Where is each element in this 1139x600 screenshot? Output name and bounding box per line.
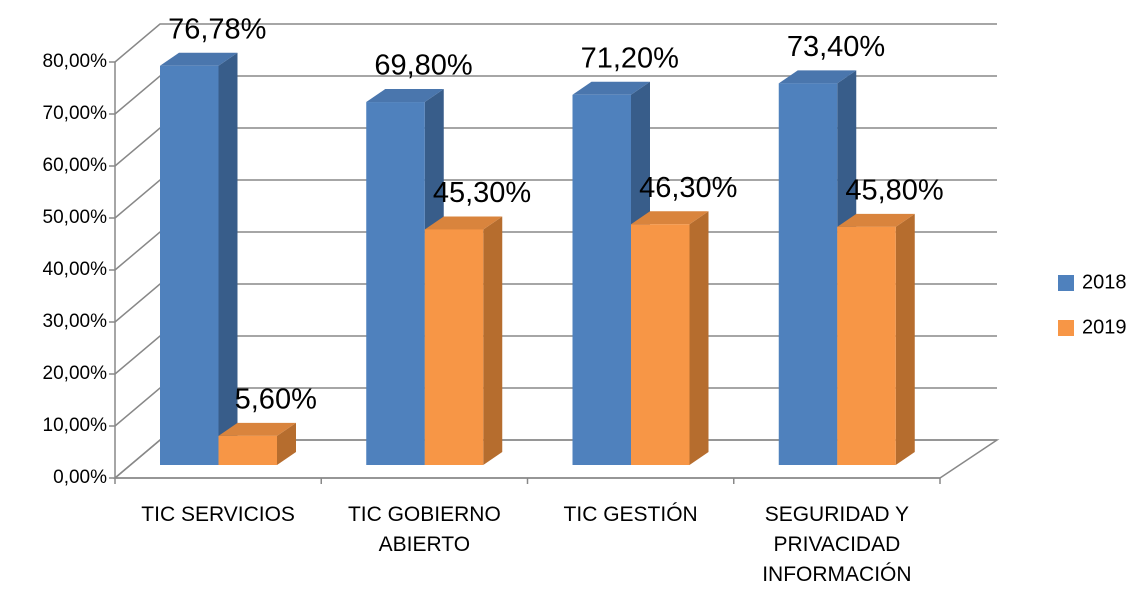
bar-top xyxy=(837,213,915,227)
bar-top xyxy=(631,211,709,225)
x-tick-label: SEGURIDAD Y PRIVACIDAD INFORMACIÓN xyxy=(762,503,912,586)
data-label: 69,80% xyxy=(374,50,472,82)
bar-side xyxy=(483,216,503,465)
y-tick-label: 0,00% xyxy=(53,467,107,488)
bar xyxy=(572,94,631,465)
y-tick-label: 80,00% xyxy=(43,51,108,72)
bar xyxy=(631,224,690,465)
grid-line xyxy=(114,127,997,167)
bar-side xyxy=(689,211,709,465)
y-tick-label: 30,00% xyxy=(43,311,108,332)
grid-line xyxy=(114,23,997,63)
data-label: 73,40% xyxy=(787,31,885,63)
bar xyxy=(837,226,896,465)
bar-top xyxy=(366,89,444,103)
bar-top xyxy=(424,216,503,230)
y-tick-label: 60,00% xyxy=(43,155,108,176)
x-tick-label: TIC GESTIÓN xyxy=(563,503,698,526)
data-label: 5,60% xyxy=(235,384,317,416)
data-label: 45,30% xyxy=(433,177,531,209)
y-tick-label: 50,00% xyxy=(43,207,108,228)
bar xyxy=(778,83,838,465)
bar-side xyxy=(895,213,915,465)
bar-top xyxy=(160,52,238,66)
legend-swatch xyxy=(1058,320,1074,336)
legend-swatch xyxy=(1058,275,1074,291)
legend-label: 2019 xyxy=(1082,316,1127,338)
data-label: 45,80% xyxy=(845,174,943,206)
bar-top xyxy=(218,422,296,436)
x-tick-label: TIC SERVICIOS xyxy=(141,503,295,526)
data-label: 46,30% xyxy=(639,172,737,204)
y-tick-label: 10,00% xyxy=(43,415,108,436)
data-label: 71,20% xyxy=(581,42,679,74)
bar-top xyxy=(572,81,650,95)
bar xyxy=(160,65,219,465)
bar-top xyxy=(778,70,857,84)
bar-side xyxy=(277,422,296,465)
y-tick-label: 40,00% xyxy=(43,259,108,280)
legend-label: 2018 xyxy=(1082,271,1127,293)
y-tick-label: 70,00% xyxy=(43,103,108,124)
grid-line xyxy=(114,75,997,115)
bar xyxy=(218,435,277,465)
bar xyxy=(424,229,484,465)
data-label: 76,78% xyxy=(168,13,266,45)
x-tick-label: TIC GOBIERNO ABIERTO xyxy=(347,503,501,556)
bar xyxy=(366,102,425,465)
y-tick-label: 20,00% xyxy=(43,363,108,384)
bar-side xyxy=(218,52,238,466)
